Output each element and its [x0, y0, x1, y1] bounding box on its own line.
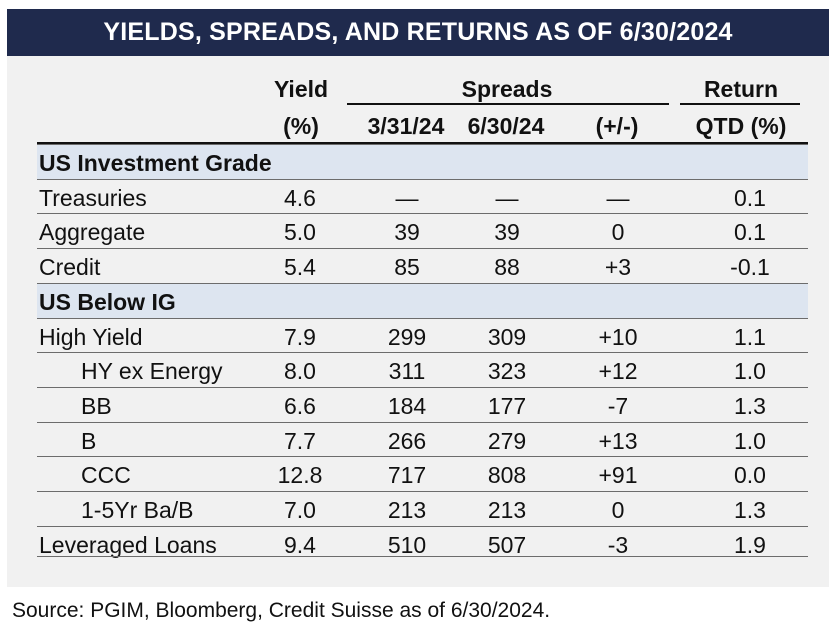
row-label: High Yield: [39, 323, 143, 350]
return-qtd-cell: -0.1: [730, 254, 770, 281]
return-qtd-cell: 0.0: [734, 462, 766, 489]
yield-cell: 5.0: [284, 219, 316, 246]
yield-cell: 6.6: [284, 392, 316, 419]
spread-change-header: (+/-): [595, 113, 639, 139]
spread-3-31-cell: 266: [387, 427, 427, 454]
return-qtd-cell: 1.9: [734, 531, 766, 558]
section-row: US Investment Grade: [37, 144, 808, 179]
table-row: Treasuries 4.6 — — — 0.1: [37, 178, 808, 214]
spread-6-30-cell: 309: [487, 323, 527, 350]
spread-3-31-cell: —: [395, 184, 419, 211]
table-row: Leveraged Loans 9.4 510 507 -3 1.9: [37, 525, 808, 561]
spread-6-30-cell: 39: [494, 219, 520, 246]
spread-change-cell: 0: [611, 219, 625, 246]
spread-change-cell: +3: [604, 254, 632, 281]
table-panel: YIELDS, SPREADS, AND RETURNS AS OF 6/30/…: [7, 9, 829, 587]
table-row: HY ex Energy 8.0 311 323 +12 1.0: [37, 352, 808, 387]
spread-6-30-cell: 88: [494, 254, 520, 281]
spread-change-cell: -3: [607, 531, 629, 558]
spread-6-30-cell: 808: [487, 462, 527, 489]
spreads-header-rule: [347, 103, 669, 105]
row-label: CCC: [81, 462, 131, 489]
return-qtd-cell: 1.3: [734, 497, 766, 523]
yield-cell: 7.7: [284, 427, 316, 454]
spread-3-31-cell: 299: [387, 323, 427, 350]
return-unit-header: QTD (%): [695, 113, 787, 139]
row-label: Leveraged Loans: [39, 531, 217, 558]
return-qtd-cell: 0.1: [734, 219, 766, 246]
spread-change-cell: +10: [598, 323, 638, 350]
spread-6-30-cell: 279: [487, 427, 527, 454]
table-row: Aggregate 5.0 39 39 0 0.1: [37, 213, 808, 248]
table-row: BB 6.6 184 177 -7 1.3: [37, 386, 808, 422]
row-label: Treasuries: [39, 184, 147, 211]
spread-6-30-cell: 177: [487, 392, 527, 419]
table-row: Credit 5.4 85 88 +3 -0.1: [37, 248, 808, 283]
spread-3-31-cell: 184: [387, 392, 427, 419]
spread-col2-header: 6/30/24: [467, 113, 545, 139]
spread-change-cell: -7: [607, 392, 629, 419]
spreads-header: Spreads: [461, 76, 553, 102]
spread-3-31-cell: 39: [394, 219, 420, 246]
header-bottom-rule: [37, 142, 808, 144]
row-label: 1-5Yr Ba/B: [81, 497, 194, 523]
section-label: US Below IG: [39, 288, 176, 315]
row-label: Aggregate: [39, 219, 146, 246]
spread-change-cell: 0: [611, 497, 625, 523]
row-label: B: [81, 427, 97, 454]
spread-change-cell: +91: [598, 462, 638, 489]
table-bottom-rule: [37, 556, 808, 557]
spread-3-31-cell: 311: [388, 358, 426, 385]
table-title: YIELDS, SPREADS, AND RETURNS AS OF 6/30/…: [7, 9, 829, 56]
spread-3-31-cell: 510: [387, 531, 427, 558]
return-qtd-cell: 1.0: [734, 358, 766, 385]
spread-6-30-cell: 507: [487, 531, 527, 558]
yield-cell: 12.8: [277, 462, 323, 489]
return-header: Return: [703, 76, 779, 102]
return-header-rule: [680, 103, 800, 105]
row-label: Credit: [39, 254, 101, 281]
table-row: B 7.7 266 279 +13 1.0: [37, 421, 808, 457]
table-row: High Yield 7.9 299 309 +10 1.1: [37, 317, 808, 353]
yield-header: Yield: [273, 76, 329, 102]
return-qtd-cell: 1.1: [734, 323, 766, 350]
spread-change-cell: +12: [598, 358, 638, 385]
yield-cell: 9.4: [284, 531, 316, 558]
row-label: HY ex Energy: [81, 358, 223, 385]
spread-change-cell: +13: [598, 427, 638, 454]
yield-cell: 4.6: [284, 184, 316, 211]
section-row: US Below IG: [37, 282, 808, 318]
spread-3-31-cell: 85: [394, 254, 420, 281]
spread-change-cell: —: [606, 184, 630, 211]
return-qtd-cell: 1.3: [734, 392, 766, 419]
yield-cell: 8.0: [284, 358, 316, 385]
table-row: CCC 12.8 717 808 +91 0.0: [37, 456, 808, 491]
source-note: Source: PGIM, Bloomberg, Credit Suisse a…: [12, 599, 551, 622]
yield-cell: 7.0: [284, 497, 316, 523]
spread-3-31-cell: 213: [387, 497, 427, 523]
return-qtd-cell: 1.0: [734, 427, 766, 454]
yield-unit-header: (%): [283, 113, 319, 139]
section-label: US Investment Grade: [39, 150, 272, 176]
return-qtd-cell: 0.1: [734, 184, 766, 211]
table-row: 1-5Yr Ba/B 7.0 213 213 0 1.3: [37, 491, 808, 526]
yield-cell: 5.4: [284, 254, 316, 281]
spread-6-30-cell: 213: [487, 497, 527, 523]
row-label: BB: [81, 392, 112, 419]
spread-col1-header: 3/31/24: [367, 113, 445, 139]
spread-3-31-cell: 717: [387, 462, 427, 489]
spread-6-30-cell: 323: [487, 358, 527, 385]
yield-cell: 7.9: [284, 323, 316, 350]
spread-6-30-cell: —: [495, 184, 519, 211]
